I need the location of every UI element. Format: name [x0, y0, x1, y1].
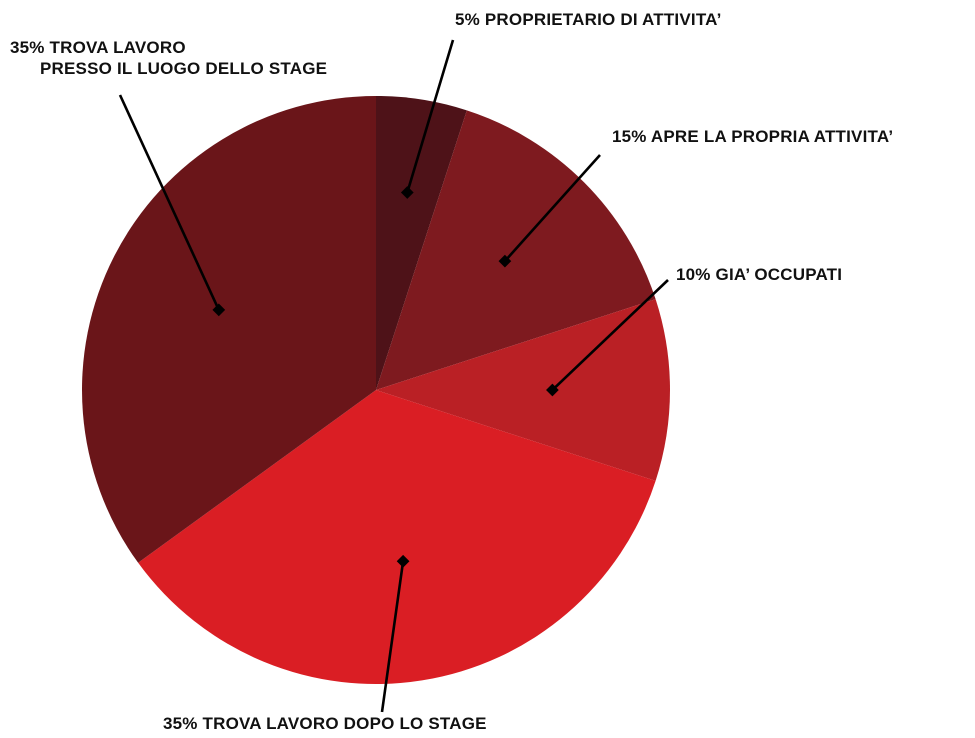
leader-line: [406, 39, 455, 193]
leader-anchor-marker: [498, 254, 512, 268]
leader-line: [551, 279, 669, 391]
leader-anchor-marker: [212, 303, 226, 317]
slice-dopo-stage: [138, 390, 656, 684]
label-dopo-stage: 35% TROVA LAVORO DOPO LO STAGE: [163, 714, 487, 733]
leader-anchor-marker: [400, 186, 414, 199]
pie-slices: [82, 96, 670, 684]
slice-gia-occupati: [376, 299, 670, 481]
label-gia-occupati: 10% GIA’ OCCUPATI: [676, 265, 842, 284]
label-proprietario: 5% PROPRIETARIO DI ATTIVITA’: [455, 10, 722, 29]
slice-labels: 5% PROPRIETARIO DI ATTIVITA’ 15% APRE LA…: [10, 10, 893, 733]
slice-presso-luogo-stage: [82, 96, 376, 563]
leader-line: [380, 561, 405, 713]
leader-line: [503, 154, 601, 262]
leader-line: [118, 94, 220, 311]
label-presso-luogo-stage: 35% TROVA LAVORO PRESSO IL LUOGO DELLO S…: [10, 38, 327, 78]
label-apre-attivita: 15% APRE LA PROPRIA ATTIVITA’: [612, 127, 893, 146]
slice-proprietario: [376, 96, 467, 390]
